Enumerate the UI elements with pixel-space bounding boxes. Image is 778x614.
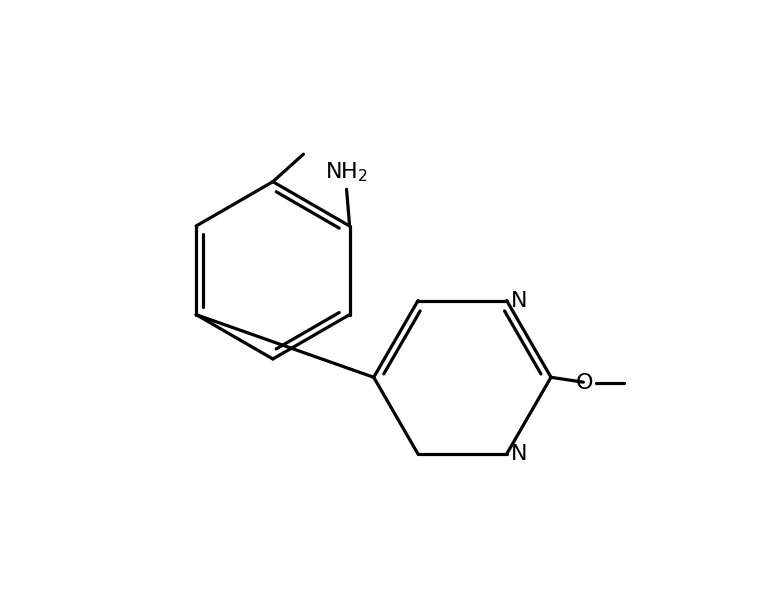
Text: O: O xyxy=(576,373,594,394)
Text: N: N xyxy=(511,444,527,464)
Text: NH$_2$: NH$_2$ xyxy=(325,161,368,184)
Text: N: N xyxy=(511,290,527,311)
